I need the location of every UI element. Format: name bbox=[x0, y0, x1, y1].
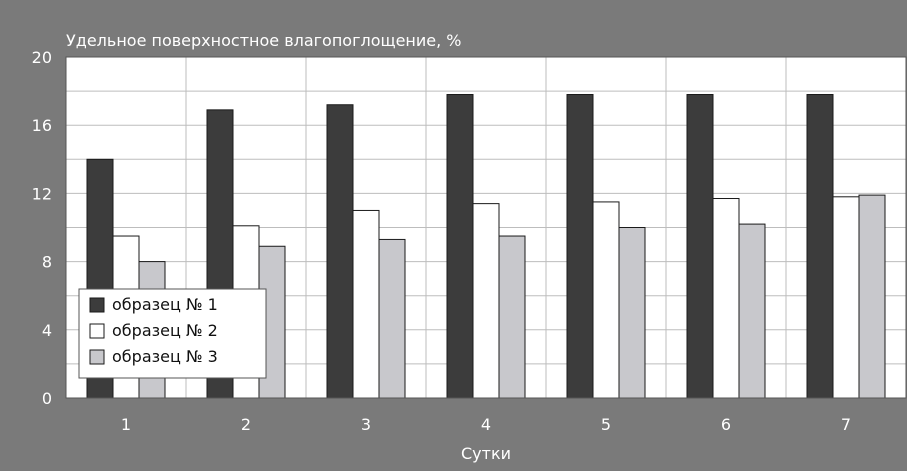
bar-series-3-day-3 bbox=[378, 238, 406, 399]
x-tick-label: 2 bbox=[241, 415, 251, 434]
legend-swatch-1 bbox=[89, 297, 105, 313]
y-tick-label: 8 bbox=[42, 253, 52, 272]
legend-label-2: образец № 2 bbox=[112, 321, 218, 340]
chart-title: Удельное поверхностное влагопоглощение, … bbox=[66, 31, 462, 50]
y-axis: 0 4 8 12 16 20 bbox=[32, 48, 52, 408]
legend-box bbox=[78, 288, 267, 379]
y-tick-label: 12 bbox=[32, 184, 52, 203]
plot-border bbox=[65, 56, 907, 399]
y-tick-label: 4 bbox=[42, 321, 52, 340]
bar-series-1-day-4 bbox=[446, 94, 474, 399]
grid-lines bbox=[66, 57, 906, 398]
x-tick-label: 7 bbox=[841, 415, 851, 434]
bar-series-3-day-5 bbox=[618, 227, 646, 399]
x-tick-label: 4 bbox=[481, 415, 491, 434]
x-axis-label: Сутки bbox=[461, 444, 511, 463]
x-axis: 1 2 3 4 5 6 7 bbox=[121, 415, 851, 434]
bar-series-2-day-7 bbox=[832, 196, 860, 399]
bar-series-2-day-5 bbox=[592, 201, 620, 399]
y-tick-label: 0 bbox=[42, 389, 52, 408]
legend: образец № 1 образец № 2 образец № 3 bbox=[78, 288, 267, 379]
x-tick-label: 1 bbox=[121, 415, 131, 434]
bar-series-2-day-4 bbox=[472, 203, 500, 399]
legend-label-1: образец № 1 bbox=[112, 295, 218, 314]
x-tick-label: 5 bbox=[601, 415, 611, 434]
bar-series-2-day-6 bbox=[712, 198, 740, 399]
y-tick-label: 16 bbox=[32, 116, 52, 135]
bar-series-3-day-4 bbox=[498, 235, 526, 399]
bar-series-1-day-5 bbox=[566, 94, 594, 399]
bar-series-1-day-7 bbox=[806, 94, 834, 399]
bar-series-1-day-6 bbox=[686, 94, 714, 399]
x-tick-label: 6 bbox=[721, 415, 731, 434]
bar-series-1-day-3 bbox=[326, 104, 354, 399]
bar-series-2-day-3 bbox=[352, 209, 380, 399]
x-tick-label: 3 bbox=[361, 415, 371, 434]
legend-label-3: образец № 3 bbox=[112, 347, 218, 366]
legend-swatch-3 bbox=[89, 349, 105, 365]
bar-series-3-day-7 bbox=[858, 194, 886, 399]
legend-swatch-2 bbox=[89, 323, 105, 339]
y-tick-label: 20 bbox=[32, 48, 52, 67]
bar-series-3-day-6 bbox=[738, 223, 766, 399]
